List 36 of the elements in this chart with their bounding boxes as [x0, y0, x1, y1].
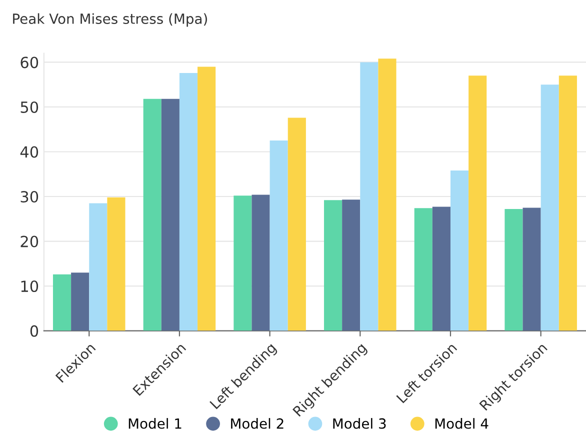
bar	[252, 194, 270, 331]
legend-label: Model 2	[231, 418, 284, 429]
bar	[288, 118, 306, 331]
bar	[143, 98, 162, 331]
y-tick-label: 30	[20, 190, 38, 203]
y-tick-label: 60	[20, 56, 38, 68]
bar	[414, 208, 432, 331]
bar	[450, 170, 469, 331]
legend-label: Model 1	[128, 418, 182, 429]
y-tick-label: 40	[20, 146, 38, 158]
y-axis-title: Peak Von Mises stress (Mpa)	[13, 13, 207, 27]
bar	[234, 196, 252, 331]
bar	[270, 140, 288, 331]
y-tick-label: 10	[21, 280, 38, 292]
bar	[52, 274, 72, 331]
bar	[504, 209, 523, 331]
bar	[198, 66, 216, 331]
bar	[360, 62, 378, 331]
y-tick-label: 20	[20, 236, 38, 248]
y-tick-label: 50	[20, 101, 38, 114]
bar	[540, 84, 559, 331]
bar	[558, 76, 577, 331]
bar	[71, 272, 90, 331]
y-tick-label: 0	[30, 325, 38, 337]
bar	[89, 203, 108, 331]
legend-label: Model 3	[333, 418, 386, 429]
bar	[432, 206, 450, 331]
bar	[324, 200, 342, 331]
legend-label: Model 4	[435, 418, 488, 429]
bar	[179, 72, 198, 331]
bar	[107, 197, 126, 331]
bar	[378, 58, 396, 331]
bar	[161, 98, 180, 331]
bar	[522, 208, 541, 331]
bar	[342, 200, 360, 331]
bar	[468, 76, 487, 331]
